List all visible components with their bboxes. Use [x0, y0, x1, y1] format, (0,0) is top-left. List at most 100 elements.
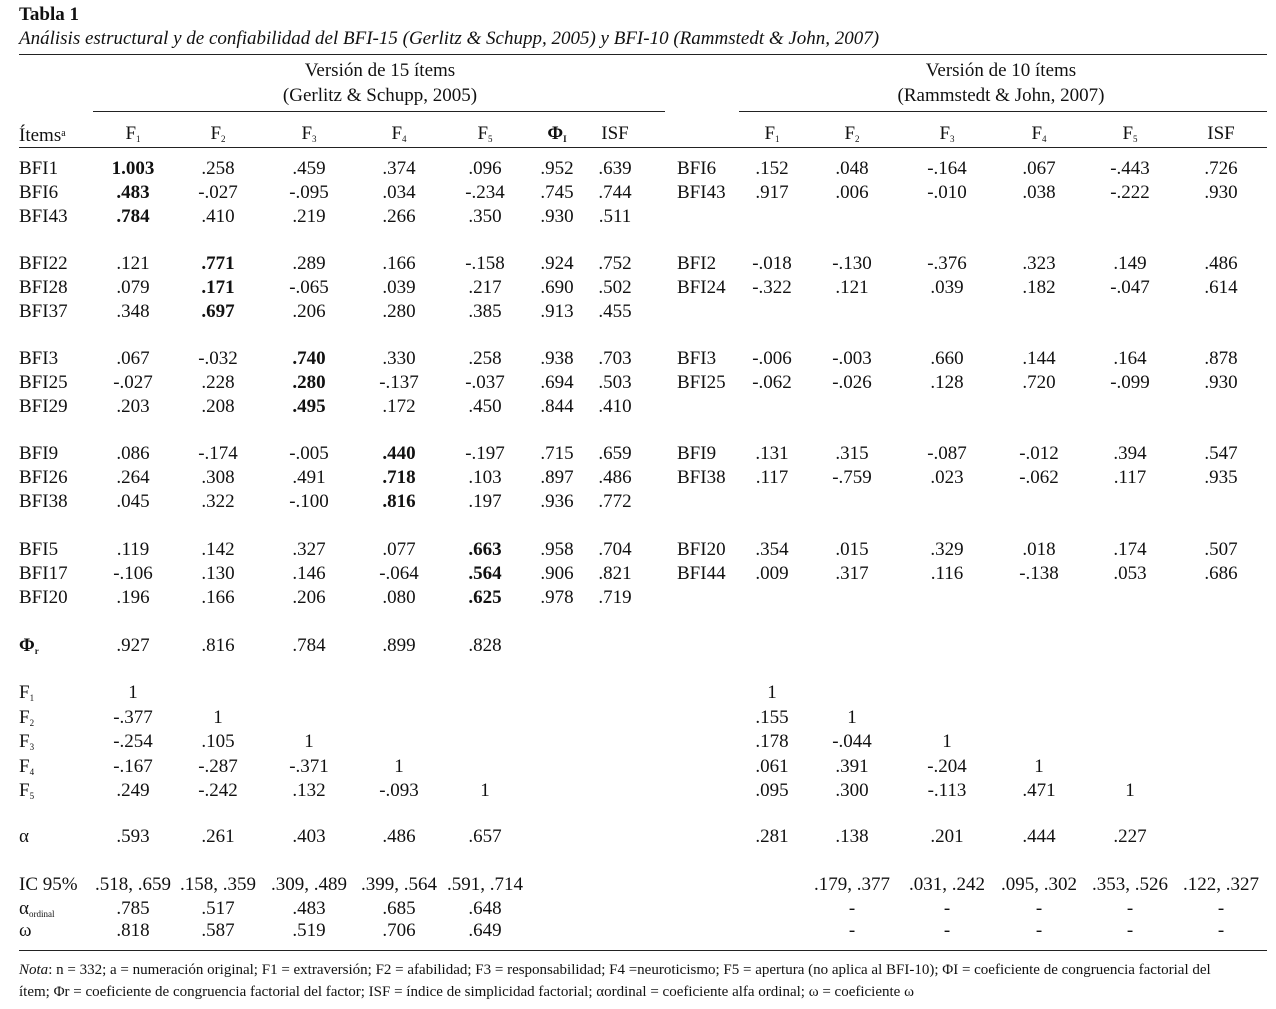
loading-cell: .053 [1113, 563, 1147, 584]
omega-cell: - [1126, 920, 1134, 941]
item-label-10: BFI3 [677, 348, 717, 369]
loading-cell: -.027 [113, 372, 153, 393]
corr-cell: 1 [1034, 755, 1044, 777]
isf-cell: .930 [1204, 372, 1238, 393]
loading-cell: .322 [201, 491, 235, 512]
phi-r-cell: .828 [468, 635, 502, 656]
omega-cell: - [848, 920, 856, 941]
isf-cell: .502 [598, 277, 632, 298]
loading-cell: -.197 [465, 443, 505, 464]
alpha-ordinal-cell: - [848, 898, 856, 919]
phi-r-cell: .784 [292, 635, 326, 656]
item-label-15: BFI1 [19, 158, 59, 179]
loading-cell: .289 [292, 253, 326, 274]
alpha-ordinal-cell: - [1217, 898, 1225, 919]
loading-cell: .771 [201, 253, 235, 274]
ci-cell: .309, .489 [271, 874, 347, 895]
loading-cell: -.087 [927, 443, 967, 464]
loading-cell: .171 [201, 277, 235, 298]
header-f1-15: F1 [125, 123, 141, 144]
loading-cell: .206 [292, 587, 326, 608]
loading-cell: -.130 [832, 253, 872, 274]
corr-row-label: F2 [19, 706, 35, 728]
loading-cell: .172 [382, 396, 416, 417]
bottom-rule [19, 950, 1267, 951]
loading-cell: .048 [835, 158, 869, 179]
loading-cell: .116 [930, 563, 964, 584]
loading-cell: .067 [1022, 158, 1056, 179]
omega-cell: .587 [201, 920, 235, 941]
item-label-15: BFI29 [19, 396, 68, 417]
group-15-line2: (Gerlitz & Schupp, 2005) [282, 85, 478, 106]
corr-row-label: F3 [19, 731, 35, 752]
loading-cell: .491 [292, 467, 326, 488]
alpha-cell: .281 [755, 826, 789, 847]
loading-cell: .144 [1022, 348, 1056, 369]
loading-cell: .784 [116, 206, 150, 227]
corr-row-label: F4 [19, 755, 35, 777]
phi-cell: .745 [540, 182, 574, 203]
header-rule [19, 147, 1267, 148]
corr-cell: -.287 [198, 755, 238, 777]
omega-label: ω [19, 920, 32, 941]
loading-cell: .034 [382, 182, 416, 203]
loading-cell: .038 [1022, 182, 1056, 203]
loading-cell: .450 [468, 396, 502, 417]
loading-cell: .121 [835, 277, 869, 298]
item-label-15: BFI3 [19, 348, 59, 369]
corr-cell: .132 [292, 780, 326, 801]
loading-cell: -.174 [198, 443, 238, 464]
corr-cell: 1 [847, 706, 857, 728]
corr-cell: 1 [213, 706, 223, 728]
phi-r-cell: .816 [201, 635, 235, 656]
corr-cell: .249 [116, 780, 150, 801]
group-header-10: Versión de 10 ítems (Rammstedt & John, 2… [898, 58, 1105, 108]
isf-cell: .507 [1204, 539, 1238, 560]
alpha-cell: .138 [835, 826, 869, 847]
loading-cell: .308 [201, 467, 235, 488]
alpha-cell: .486 [382, 826, 416, 847]
alpha-label: α [19, 826, 29, 847]
loading-cell: .015 [835, 539, 869, 560]
loading-cell: -.003 [832, 348, 872, 369]
alpha-ordinal-cell: .648 [468, 898, 502, 919]
loading-cell: .203 [116, 396, 150, 417]
corr-cell: .391 [835, 755, 869, 777]
loading-cell: .385 [468, 301, 502, 322]
isf-cell: .547 [1204, 443, 1238, 464]
corr-row-label: F1 [19, 682, 35, 703]
loading-cell: .166 [382, 253, 416, 274]
corr-cell: -.204 [927, 755, 967, 777]
alpha-cell: .201 [930, 826, 964, 847]
ci-cell: .158, .359 [180, 874, 256, 895]
loading-cell: .164 [1113, 348, 1147, 369]
isf-cell: .821 [598, 563, 632, 584]
corr-cell: -.377 [113, 706, 153, 728]
loading-cell: -.037 [465, 372, 505, 393]
loading-cell: .174 [1113, 539, 1147, 560]
corr-cell: -.167 [113, 755, 153, 777]
isf-cell: .614 [1204, 277, 1238, 298]
phi-cell: .930 [540, 206, 574, 227]
loading-cell: .018 [1022, 539, 1056, 560]
phi-cell: .952 [540, 158, 574, 179]
loading-cell: .330 [382, 348, 416, 369]
phi-cell: .906 [540, 563, 574, 584]
loading-cell: .625 [468, 587, 502, 608]
item-label-15: BFI28 [19, 277, 68, 298]
loading-cell: -.158 [465, 253, 505, 274]
loading-cell: .264 [116, 467, 150, 488]
loading-cell: -.095 [289, 182, 329, 203]
loading-cell: .315 [835, 443, 869, 464]
loading-cell: .023 [930, 467, 964, 488]
header-f5-10: F5 [1122, 123, 1138, 144]
isf-cell: .659 [598, 443, 632, 464]
loading-cell: .740 [292, 348, 326, 369]
isf-cell: .686 [1204, 563, 1238, 584]
loading-cell: -.047 [1110, 277, 1150, 298]
loading-cell: .182 [1022, 277, 1056, 298]
loading-cell: .130 [201, 563, 235, 584]
loading-cell: .228 [201, 372, 235, 393]
corr-cell: 1 [480, 780, 490, 801]
alpha-cell: .261 [201, 826, 235, 847]
